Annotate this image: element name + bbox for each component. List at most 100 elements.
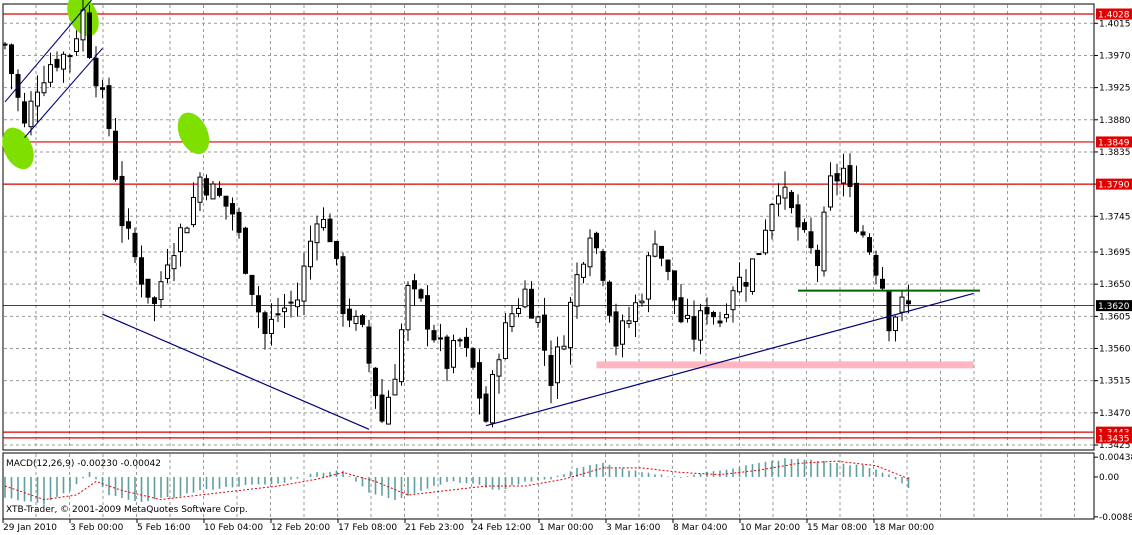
candle-body — [191, 196, 196, 226]
x-tick-label: 3 Mar 16:00 — [606, 523, 661, 533]
candle-body — [171, 255, 177, 270]
candle-body — [22, 101, 27, 124]
level-badge — [1096, 8, 1132, 20]
x-tick-label: 5 Feb 16:00 — [137, 523, 191, 533]
y-tick-label: 1.3470 — [1099, 409, 1131, 419]
candle-body — [80, 9, 86, 41]
candle-body — [347, 308, 352, 321]
candle-body — [509, 313, 515, 327]
level-badge-label: 1.3790 — [1098, 181, 1130, 191]
level-badge-label: 1.3849 — [1098, 138, 1130, 148]
candle-body — [737, 276, 742, 293]
candle-body — [574, 274, 580, 307]
candle-body — [438, 337, 443, 340]
candle-body — [145, 278, 151, 298]
candle-body — [340, 256, 346, 315]
candle-body — [366, 326, 372, 364]
candle-body — [821, 211, 827, 272]
channel-line — [24, 47, 103, 139]
candle-body — [392, 378, 398, 396]
candle-body — [184, 227, 190, 234]
candle-body — [451, 340, 456, 368]
candle-body — [308, 240, 313, 268]
candle-body — [503, 322, 508, 360]
macd-panel — [2, 452, 1095, 520]
candle-body — [646, 255, 651, 300]
candle-body — [483, 393, 489, 422]
y-tick-label: 1.3695 — [1099, 248, 1131, 258]
candle-body — [197, 176, 203, 203]
candle-body — [633, 302, 638, 323]
x-tick-label: 21 Feb 23:00 — [405, 523, 464, 533]
y-tick-label: 1.3425 — [1099, 441, 1131, 451]
candle-body — [893, 316, 898, 332]
candle-body — [691, 316, 697, 340]
candle-body — [158, 281, 164, 300]
candle-body — [685, 314, 690, 319]
macd-title: MACD(12,26,9) -0.00230 -0.00042 — [6, 459, 161, 469]
candle-body — [847, 165, 853, 187]
candle-body — [795, 204, 801, 228]
candle-body — [678, 297, 684, 323]
candle-body — [431, 330, 437, 341]
candle-body — [321, 218, 326, 229]
candle-body — [61, 53, 66, 70]
candle-body — [314, 223, 320, 244]
candle-body — [873, 255, 879, 276]
candle-body — [763, 229, 768, 254]
candle-body — [639, 300, 645, 304]
candle-body — [87, 12, 92, 58]
candle-body — [776, 195, 781, 205]
candle-body — [535, 316, 541, 323]
highlight-marker — [177, 112, 210, 155]
candle-body — [217, 187, 222, 196]
candle-body — [854, 182, 859, 232]
macd-indicator: 0.00438 0.00 -0.00883 — [4, 453, 1132, 523]
candle-body — [35, 91, 40, 107]
y-tick-label: 1.3925 — [1099, 84, 1131, 94]
candle-body — [269, 318, 274, 335]
candle-body — [587, 237, 593, 268]
candle-body — [41, 82, 47, 94]
candle-body — [659, 245, 664, 259]
candle-body — [880, 278, 885, 289]
candle-body — [399, 329, 404, 383]
candle-body — [620, 320, 625, 345]
candle-body — [470, 348, 476, 368]
candle-body — [789, 191, 794, 209]
channel-line — [4, 0, 93, 103]
level-badge — [1096, 426, 1132, 438]
candle-body — [230, 203, 235, 215]
candle-body — [561, 345, 567, 350]
candle-body — [132, 232, 138, 258]
candle-body — [249, 274, 255, 295]
target-zone — [596, 361, 974, 369]
candle-body — [152, 297, 157, 304]
candle-body — [600, 251, 606, 281]
candle-body — [886, 291, 892, 332]
candle-body — [165, 264, 170, 280]
candle-body — [353, 315, 359, 324]
macd-y-tick-label: 0.00 — [1099, 473, 1119, 483]
candle-body — [275, 313, 281, 316]
candle-body — [139, 257, 144, 285]
x-tick-label: 10 Feb 04:00 — [204, 523, 263, 533]
candle-body — [2, 43, 8, 46]
level-badge-label: 1.4028 — [1098, 11, 1130, 21]
price-axis: 1.4015 1.3970 1.3925 1.3880 1.3835 1.3790 1.37… — [1094, 8, 1132, 451]
grid — [3, 5, 1094, 518]
candle-body — [815, 249, 820, 267]
level-badge-label: 1.3435 — [1098, 434, 1130, 444]
candle-body — [457, 339, 463, 342]
candle-body — [607, 281, 612, 316]
candle-body — [906, 300, 911, 305]
level-badge — [1096, 432, 1132, 444]
y-tick-label: 1.3970 — [1099, 51, 1131, 61]
candle-body — [750, 258, 755, 292]
x-tick-label: 8 Mar 04:00 — [673, 523, 728, 533]
overlays-front — [4, 0, 980, 430]
candle-body — [288, 301, 294, 304]
candle-body — [860, 231, 866, 236]
candle-body — [867, 237, 872, 253]
trendline — [102, 313, 370, 430]
